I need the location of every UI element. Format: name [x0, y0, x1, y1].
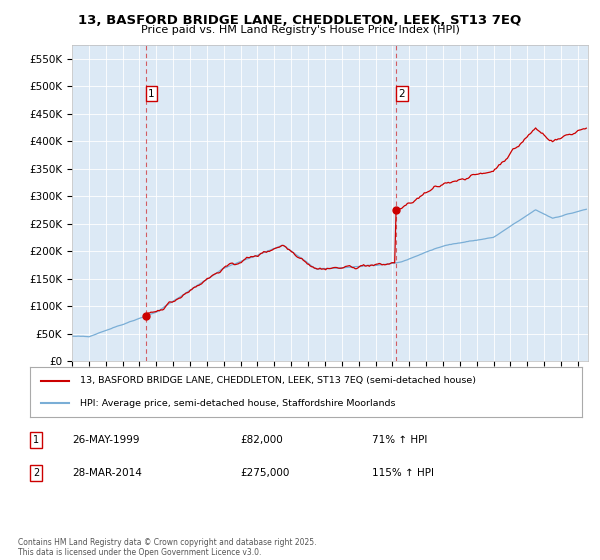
Text: Price paid vs. HM Land Registry's House Price Index (HPI): Price paid vs. HM Land Registry's House … [140, 25, 460, 35]
Text: 26-MAY-1999: 26-MAY-1999 [72, 435, 139, 445]
Text: 1: 1 [33, 435, 39, 445]
Text: 71% ↑ HPI: 71% ↑ HPI [372, 435, 427, 445]
Text: £82,000: £82,000 [240, 435, 283, 445]
Text: 13, BASFORD BRIDGE LANE, CHEDDLETON, LEEK, ST13 7EQ (semi-detached house): 13, BASFORD BRIDGE LANE, CHEDDLETON, LEE… [80, 376, 476, 385]
Text: 13, BASFORD BRIDGE LANE, CHEDDLETON, LEEK, ST13 7EQ: 13, BASFORD BRIDGE LANE, CHEDDLETON, LEE… [79, 14, 521, 27]
Text: 28-MAR-2014: 28-MAR-2014 [72, 468, 142, 478]
Text: Contains HM Land Registry data © Crown copyright and database right 2025.
This d: Contains HM Land Registry data © Crown c… [18, 538, 317, 557]
Text: HPI: Average price, semi-detached house, Staffordshire Moorlands: HPI: Average price, semi-detached house,… [80, 399, 395, 408]
Text: 115% ↑ HPI: 115% ↑ HPI [372, 468, 434, 478]
Text: 2: 2 [398, 89, 405, 99]
Text: 1: 1 [148, 89, 155, 99]
Text: £275,000: £275,000 [240, 468, 289, 478]
Text: 2: 2 [33, 468, 39, 478]
